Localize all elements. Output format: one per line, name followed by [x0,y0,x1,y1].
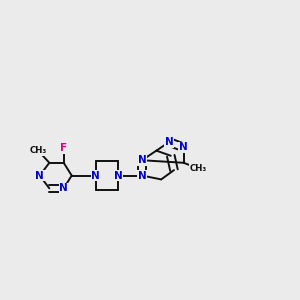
Text: CH₃: CH₃ [29,146,47,155]
Text: N: N [114,171,122,181]
Text: N: N [138,171,146,181]
Text: CH₃: CH₃ [189,164,207,173]
Text: N: N [165,137,174,147]
Text: N: N [91,171,100,181]
Text: N: N [179,142,188,152]
Text: N: N [59,183,68,194]
Text: N: N [138,155,146,165]
Text: F: F [60,143,67,153]
Text: N: N [35,171,44,181]
